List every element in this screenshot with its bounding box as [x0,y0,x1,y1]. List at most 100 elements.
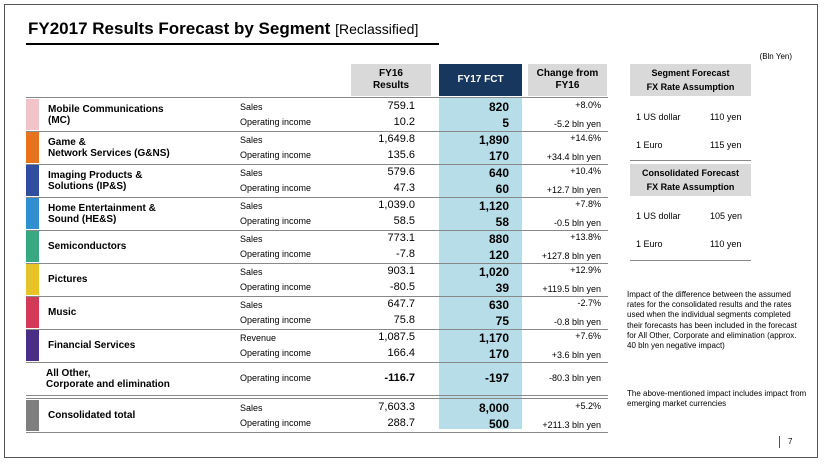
row-divider [26,296,608,297]
segment-color-swatch [26,165,39,196]
metric-label: Operating income [240,348,312,358]
header-change-text: Change from FY16 [536,68,599,91]
change-value: +12.7 bln yen [546,185,601,195]
fx-segment-header: Segment Forecast FX Rate Assumption [630,64,751,96]
segment-color-swatch [26,264,39,295]
table-row: Home Entertainment & Sound (HE&S) Sales 1,0… [26,197,608,230]
metric-label: Operating income [240,373,312,383]
table-row: Imaging Products & Solutions (IP&S) Sales 5… [26,164,608,197]
fy16-value: 1,649.8 [378,133,415,145]
fy17-value: 8,000 [478,401,509,415]
segment-name: Semiconductors [48,241,127,252]
fx-consolidated-box: 1 US dollar 105 yen 1 Euro 110 yen [630,198,751,261]
metric-label: Revenue [240,333,277,343]
header-fy17-text: FY17 FCT [457,74,504,85]
change-value: +13.8% [570,232,601,242]
segment-color-swatch [26,198,39,229]
fy17-value: 1,890 [478,133,509,147]
change-value: +127.8 bln yen [541,251,601,261]
metric-label: Operating income [240,117,312,127]
row-divider [26,131,608,132]
segment-name: Pictures [48,274,88,285]
segment-name: All Other, Corporate and elimination [46,367,170,390]
change-value: -5.2 bln yen [553,119,601,129]
row-divider [26,329,608,330]
fy17-value: 58 [495,215,509,229]
segment-name: Consolidated total [48,410,136,421]
fy17-value: 75 [495,314,509,328]
segment-color-swatch [26,400,39,431]
metric-label: Sales [240,300,263,310]
fy17-value: 500 [488,417,509,431]
row-divider [26,197,608,198]
change-value: +14.6% [570,133,601,143]
fy17-value: 880 [488,232,509,246]
fy17-value: 170 [488,149,509,163]
fy16-value: -80.5 [389,281,415,293]
fy16-value: 47.3 [393,182,415,194]
metric-label: Operating income [240,150,312,160]
fy16-value: 647.7 [387,298,415,310]
fx-consolidated-usd-label: 1 US dollar [636,211,681,221]
change-value: -0.5 bln yen [553,218,601,228]
segment-name: Game & Network Services (G&NS) [48,136,170,159]
metric-label: Operating income [240,183,312,193]
fy17-value: 630 [488,298,509,312]
segment-name: Music [48,307,77,318]
metric-label: Sales [240,168,263,178]
change-value: +12.9% [570,265,601,275]
fx-consolidated-header: Consolidated Forecast FX Rate Assumption [630,164,751,196]
table-row: Semiconductors Sales 773.1 880 +13.8% Operati… [26,230,608,263]
emerging-market-note: The above-mentioned impact includes impa… [627,389,807,409]
row-divider [26,362,608,363]
row-divider-double [26,398,608,399]
metric-label: Operating income [240,418,312,428]
fy17-value: 1,170 [478,331,509,345]
fy17-value: 640 [488,166,509,180]
segment-color-swatch [26,99,39,130]
page-number: 7 [779,436,792,448]
fy17-value: 5 [502,116,509,130]
fy16-value: -116.7 [384,372,415,384]
fy16-value: 58.5 [393,215,415,227]
header-fy16-text: FY16 Results [372,68,410,91]
fy17-value: 820 [488,100,509,114]
fy16-value: 166.4 [387,347,415,359]
fy17-value: 60 [495,182,509,196]
metric-label: Operating income [240,216,312,226]
metric-label: Sales [240,201,263,211]
fy16-value: 7,603.3 [378,401,415,413]
table-row: Mobile Communications (MC) Sales 759.1 820 +8… [26,98,608,131]
segment-color-swatch [26,231,39,262]
table-top-line [26,97,608,98]
change-value: +211.3 bln yen [542,420,601,430]
table-row: Pictures Sales 903.1 1,020 +12.9% Operating i… [26,263,608,296]
change-value: +119.5 bln yen [542,284,601,294]
fy16-value: 759.1 [387,100,415,112]
slide-frame [4,4,818,458]
page-title: FY2017 Results Forecast by Segment [Recl… [28,19,418,39]
table-row: Music Sales 647.7 630 -2.7% Operating income 7… [26,296,608,329]
segment-name: Imaging Products & Solutions (IP&S) [48,169,143,192]
metric-label: Operating income [240,249,312,259]
metric-label: Sales [240,234,263,244]
fy17-value: 39 [495,281,509,295]
fx-segment-box: 1 US dollar 110 yen 1 Euro 115 yen [630,98,751,161]
fx-consolidated-eur-label: 1 Euro [636,239,663,249]
fx-impact-note: Impact of the difference between the ass… [627,290,797,351]
change-value: +5.2% [575,401,601,411]
fy16-value: 1,039.0 [378,199,415,211]
metric-label: Sales [240,403,263,413]
table-row: Game & Network Services (G&NS) Sales 1,649.… [26,131,608,164]
segment-name: Home Entertainment & Sound (HE&S) [48,202,156,225]
segment-name: Financial Services [48,340,136,351]
fx-segment-title: Segment Forecast FX Rate Assumption [646,68,735,92]
metric-label: Sales [240,267,263,277]
metric-label: Operating income [240,315,312,325]
metric-label: Sales [240,135,263,145]
title-subtitle: [Reclassified] [335,21,419,37]
fx-consolidated-title: Consolidated Forecast FX Rate Assumption [641,168,740,192]
fy17-value: -197 [484,371,509,385]
table-row-all-other: All Other, Corporate and elimination Opera… [26,362,608,395]
